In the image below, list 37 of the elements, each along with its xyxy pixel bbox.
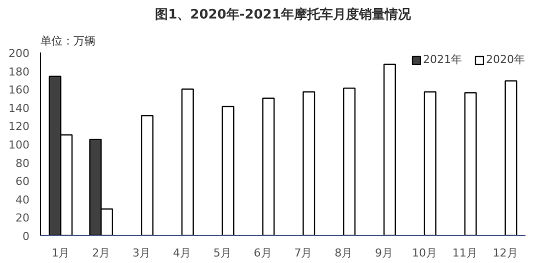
y-tick-label: 120 [8, 120, 30, 134]
bar [383, 64, 396, 236]
y-tick-label: 0 [22, 230, 30, 243]
y-tick-label: 160 [8, 84, 30, 97]
x-tick-label: 7月 [294, 246, 312, 260]
bar [343, 88, 356, 236]
legend-label: 2020年 [486, 52, 525, 67]
bar [140, 115, 154, 236]
y-axis-title: 单位：万辆 [40, 34, 96, 48]
x-tick-label: 3月 [132, 246, 151, 260]
bar [424, 91, 436, 236]
y-tick-label: 60 [16, 175, 30, 188]
y-tick-label: 40 [16, 193, 30, 206]
y-tick-label: 100 [8, 138, 30, 152]
bar [262, 98, 275, 236]
y-tick-label: 180 [8, 65, 30, 78]
x-tick-label: 6月 [254, 246, 272, 260]
x-tick-label: 10月 [412, 246, 437, 260]
x-tick-label: 11月 [452, 246, 478, 260]
x-tick-label: 5月 [213, 246, 232, 260]
bar [181, 88, 194, 236]
x-tick-label: 12月 [492, 246, 518, 260]
bar [464, 92, 477, 236]
x-tick-label: 9月 [375, 246, 394, 260]
legend-label: 2021年 [423, 52, 462, 67]
bar [302, 91, 316, 236]
x-tick-label: 2月 [92, 246, 110, 260]
y-tick-label: 200 [8, 47, 30, 60]
x-tick-label: 1月 [52, 246, 70, 260]
y-tick-label: 140 [8, 102, 30, 115]
y-tick-label: 20 [16, 212, 30, 225]
chart-title: 图1、2020年-2021年摩托车月度销量情况 [155, 6, 412, 22]
x-tick-label: 8月 [334, 246, 353, 260]
bar [222, 106, 234, 236]
bar [504, 80, 518, 236]
x-tick-label: 4月 [172, 246, 191, 260]
y-tick-label: 80 [16, 156, 30, 170]
